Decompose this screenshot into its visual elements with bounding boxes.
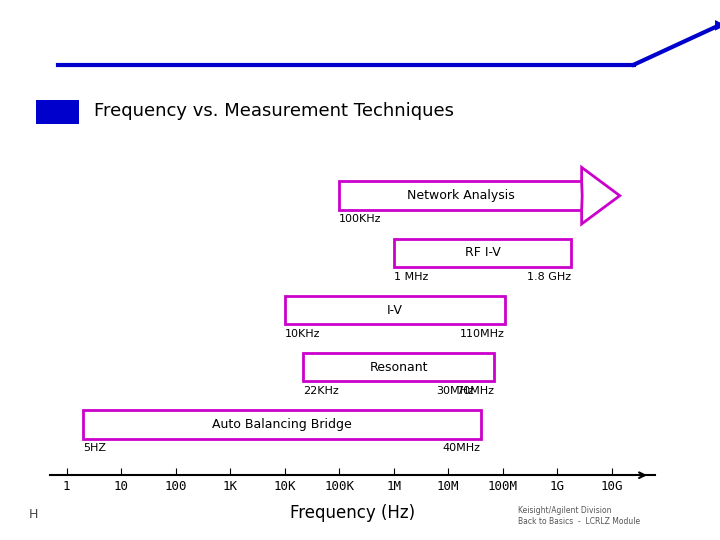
Text: 40MHz: 40MHz bbox=[443, 443, 481, 453]
Text: I-V: I-V bbox=[387, 303, 402, 316]
X-axis label: Frequency (Hz): Frequency (Hz) bbox=[290, 504, 415, 522]
Text: H: H bbox=[29, 508, 38, 522]
Text: 5HZ: 5HZ bbox=[83, 443, 106, 453]
FancyBboxPatch shape bbox=[83, 410, 481, 438]
Text: 110MHz: 110MHz bbox=[460, 329, 505, 339]
Polygon shape bbox=[582, 167, 620, 224]
Text: 30MHz: 30MHz bbox=[436, 386, 474, 396]
FancyBboxPatch shape bbox=[284, 296, 505, 325]
Text: Auto Balancing Bridge: Auto Balancing Bridge bbox=[212, 418, 352, 431]
FancyBboxPatch shape bbox=[394, 239, 571, 267]
Text: Frequency vs. Measurement Techniques: Frequency vs. Measurement Techniques bbox=[94, 102, 454, 120]
Text: 10KHz: 10KHz bbox=[284, 329, 320, 339]
Text: 1.8 GHz: 1.8 GHz bbox=[527, 272, 571, 281]
Text: RF I-V: RF I-V bbox=[464, 246, 500, 259]
Text: 100KHz: 100KHz bbox=[339, 214, 382, 225]
Text: 70MHz: 70MHz bbox=[456, 386, 495, 396]
FancyBboxPatch shape bbox=[303, 353, 495, 381]
Text: Resonant: Resonant bbox=[369, 361, 428, 374]
FancyBboxPatch shape bbox=[339, 181, 582, 210]
Text: ▶: ▶ bbox=[715, 17, 720, 31]
Text: 1 MHz: 1 MHz bbox=[394, 272, 428, 281]
Text: Network Analysis: Network Analysis bbox=[407, 189, 514, 202]
Text: Keisight/Agilent Division
Back to Basics  -  LCRLZ Module: Keisight/Agilent Division Back to Basics… bbox=[518, 507, 641, 526]
Text: 22KHz: 22KHz bbox=[303, 386, 339, 396]
